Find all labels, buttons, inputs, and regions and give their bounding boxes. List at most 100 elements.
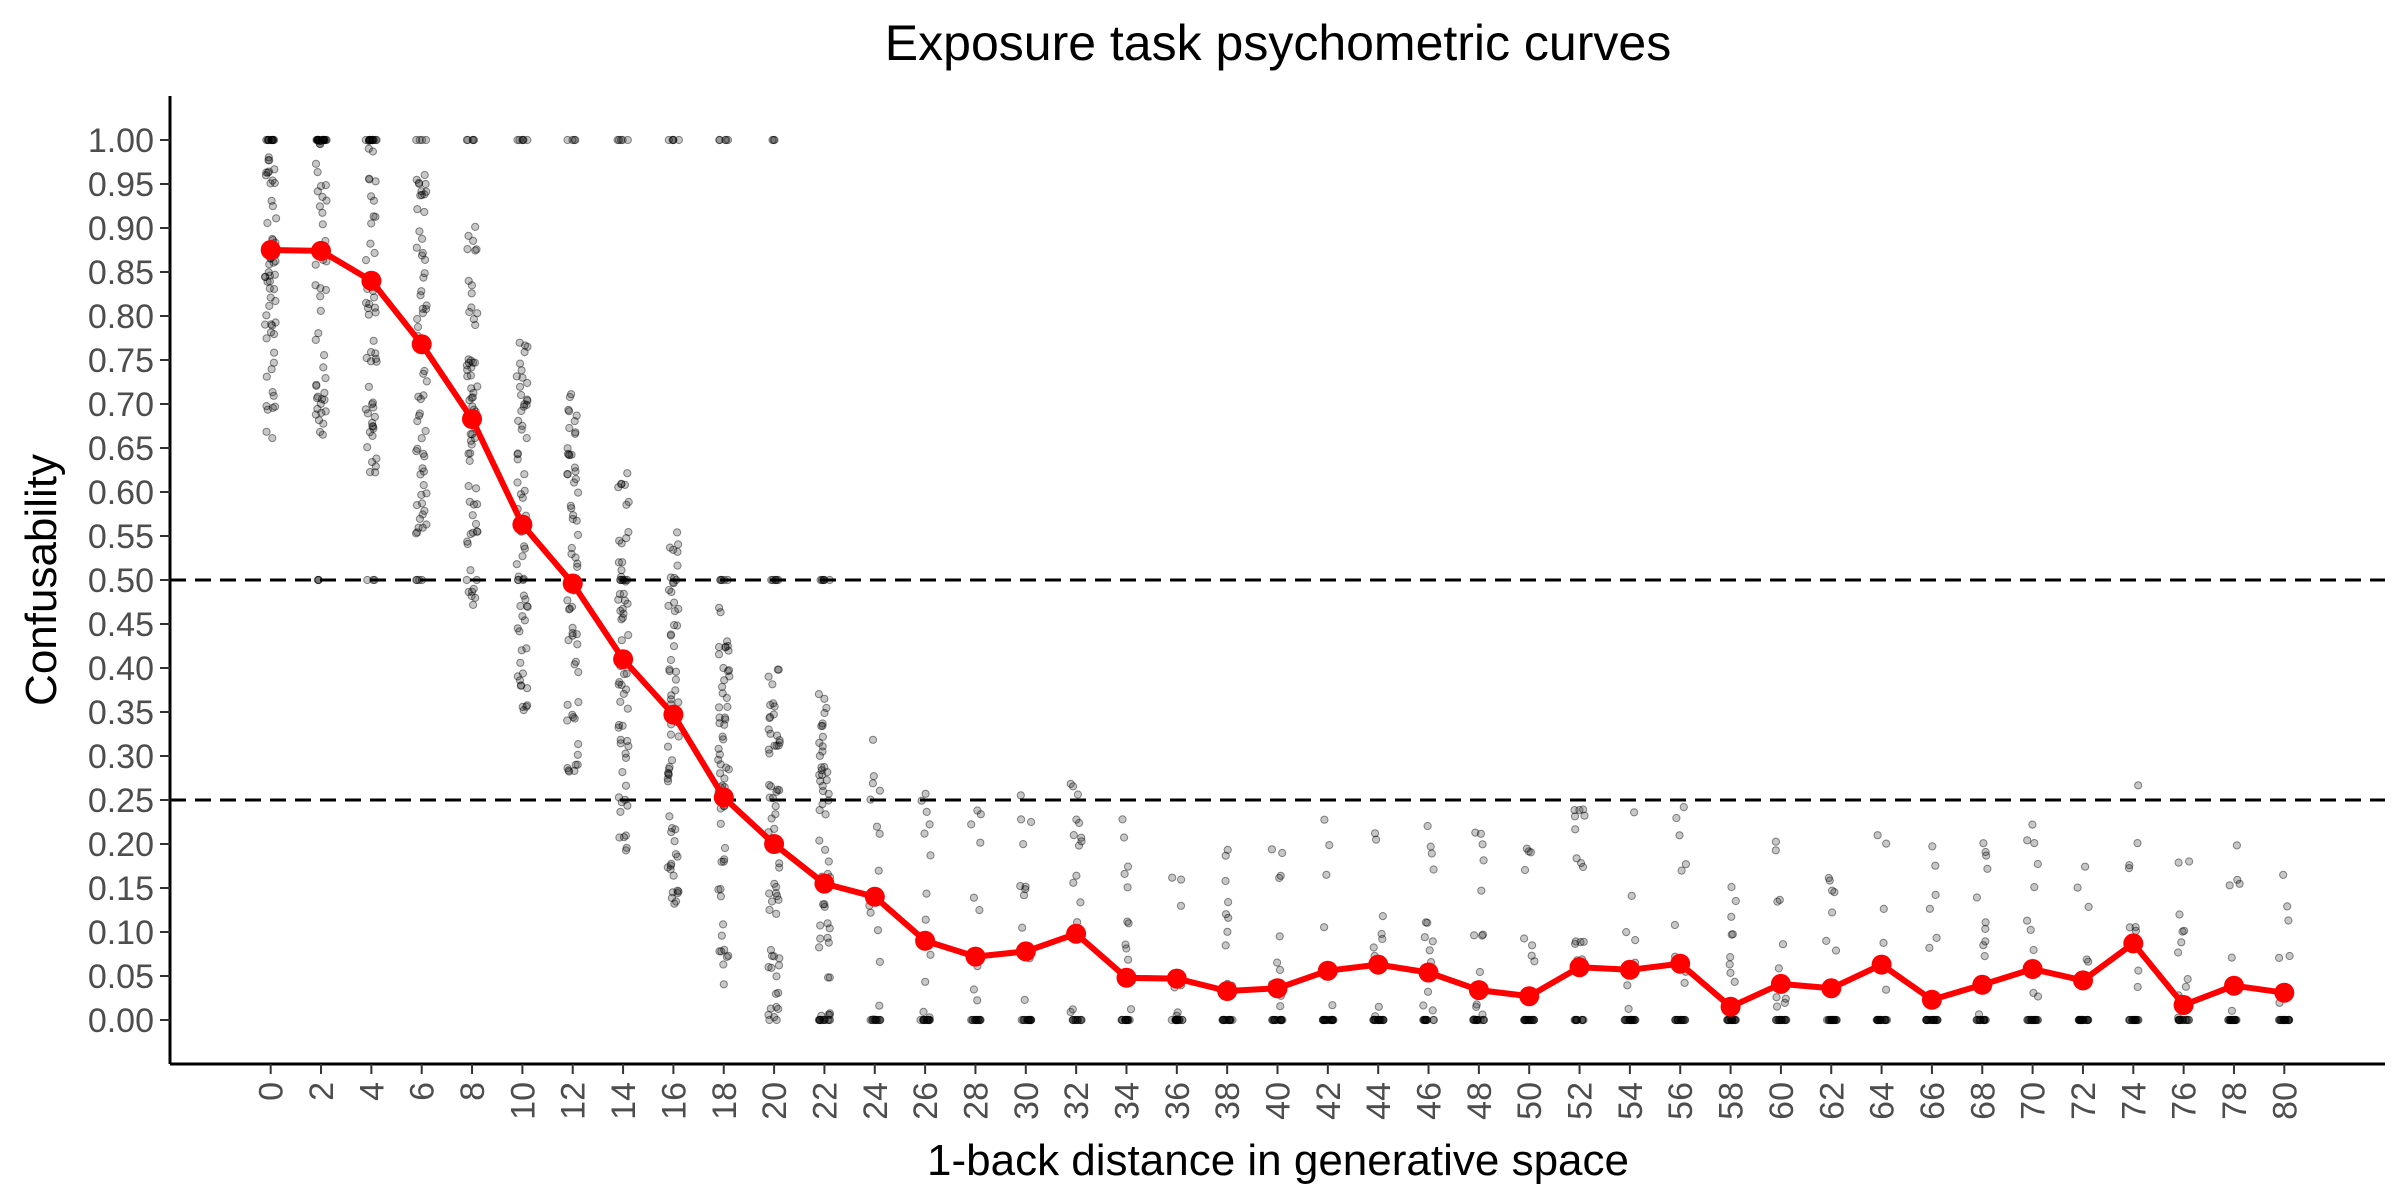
raw-point — [1625, 1015, 1635, 1025]
raw-point — [467, 356, 476, 365]
raw-point — [825, 1015, 835, 1025]
raw-point — [567, 602, 577, 612]
raw-point — [772, 882, 781, 892]
axes — [160, 96, 2385, 1074]
raw-point — [673, 561, 682, 570]
raw-point — [1925, 904, 1935, 913]
raw-point — [1019, 891, 1029, 900]
raw-point — [463, 245, 472, 254]
raw-point — [2029, 945, 2038, 955]
raw-point — [1277, 1015, 1286, 1025]
raw-point — [1475, 967, 1485, 977]
raw-point — [825, 973, 834, 982]
y-tick-label: 0.50 — [88, 562, 154, 600]
raw-point — [664, 770, 673, 779]
series-point — [260, 240, 281, 260]
raw-point — [1726, 953, 1735, 962]
raw-point — [969, 893, 979, 902]
raw-point — [720, 713, 730, 722]
raw-point — [1077, 1015, 1086, 1025]
raw-point — [471, 222, 480, 231]
raw-point — [1677, 1015, 1686, 1025]
raw-point — [462, 361, 471, 370]
raw-point — [419, 273, 428, 282]
raw-point — [723, 135, 733, 145]
raw-point — [925, 1015, 935, 1025]
raw-point — [919, 1015, 928, 1025]
y-tick-label: 0.55 — [88, 518, 154, 556]
raw-point — [775, 863, 784, 872]
raw-point — [1422, 1015, 1431, 1025]
raw-point — [2033, 1015, 2043, 1025]
raw-point — [573, 562, 582, 572]
raw-point — [413, 444, 422, 453]
raw-point — [720, 720, 729, 729]
raw-point — [2128, 1015, 2137, 1025]
raw-point — [1781, 994, 1790, 1003]
raw-point — [1321, 1015, 1330, 1025]
raw-point — [473, 527, 482, 536]
raw-point — [318, 135, 327, 145]
raw-point — [1922, 1015, 1931, 1025]
raw-point — [1373, 1015, 1383, 1025]
raw-point — [1126, 1005, 1136, 1014]
raw-point — [719, 960, 728, 969]
raw-point — [566, 501, 575, 510]
raw-point — [1831, 946, 1841, 955]
raw-point — [2130, 1015, 2139, 1025]
raw-point — [573, 760, 582, 769]
raw-point — [1477, 886, 1486, 895]
series-point — [864, 886, 885, 907]
raw-point — [1728, 1015, 1737, 1025]
raw-point — [973, 1015, 983, 1025]
series-point — [1267, 978, 1288, 999]
raw-point — [1575, 806, 1584, 815]
raw-point — [1726, 968, 1735, 978]
raw-point — [417, 434, 426, 443]
raw-point — [925, 1013, 934, 1022]
raw-point — [764, 745, 773, 754]
raw-point — [617, 479, 626, 488]
raw-point — [1926, 1015, 1935, 1025]
raw-point — [1172, 1015, 1181, 1025]
raw-point — [416, 395, 425, 404]
raw-point — [1023, 1015, 1032, 1025]
x-tick-label: 80 — [2266, 1082, 2304, 1120]
raw-point — [415, 514, 424, 524]
raw-point — [1020, 1015, 1029, 1025]
raw-point — [617, 480, 626, 489]
raw-point — [371, 212, 380, 221]
raw-point — [616, 735, 625, 744]
raw-point — [1423, 821, 1432, 831]
raw-point — [1976, 1015, 1985, 1025]
raw-point — [316, 182, 326, 191]
raw-point — [1123, 1015, 1132, 1025]
raw-point — [267, 196, 276, 205]
raw-point — [1979, 1015, 1988, 1025]
raw-point — [1931, 861, 1940, 870]
raw-point — [1571, 825, 1580, 834]
raw-point — [664, 768, 673, 778]
raw-point — [2175, 1015, 2184, 1025]
raw-point — [321, 374, 330, 383]
raw-point — [418, 248, 427, 258]
raw-point — [264, 135, 273, 145]
raw-point — [1472, 1002, 1481, 1012]
raw-point — [824, 1010, 833, 1019]
raw-point — [1276, 871, 1285, 880]
raw-point — [716, 769, 725, 778]
raw-point — [2033, 992, 2043, 1001]
raw-point — [316, 284, 325, 293]
raw-point — [571, 467, 580, 476]
raw-point — [367, 219, 376, 228]
raw-point — [2125, 861, 2134, 870]
raw-point — [473, 309, 482, 318]
raw-point — [2275, 953, 2284, 963]
raw-point — [1881, 1015, 1890, 1025]
raw-point — [1520, 865, 1530, 875]
raw-point — [772, 1015, 781, 1025]
raw-point — [1579, 937, 1588, 946]
raw-point — [1123, 883, 1132, 892]
raw-point — [267, 320, 276, 329]
raw-point — [1273, 1015, 1282, 1025]
